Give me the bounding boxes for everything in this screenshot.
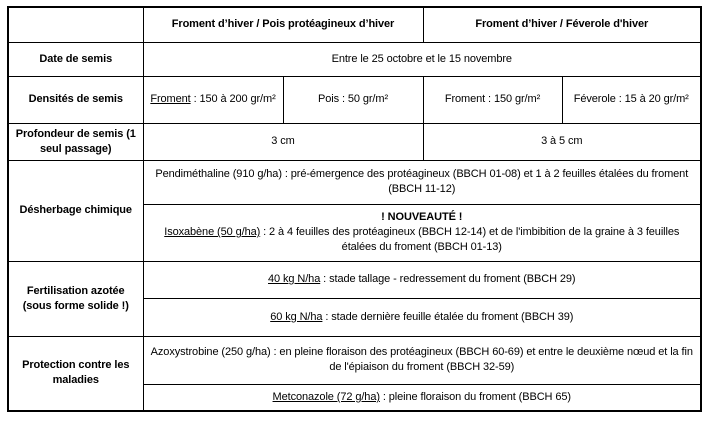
table-row-disease-1: Protection contre les maladies Azoxystro…: [7, 335, 702, 412]
density-cell-pois: Pois : 50 gr/m²: [282, 75, 424, 124]
underlined-lead: 40 kg N/ha: [268, 273, 321, 286]
row-label-depth: Profondeur de semis (1 seul passage): [7, 122, 144, 161]
table-row-weed-2: ! NOUVEAUTÉ ! Isoxabène (50 g/ha) : 2 à …: [8, 203, 702, 262]
table-row-fertilization-2: 60 kg N/ha : stade dernière feuille étal…: [8, 297, 702, 337]
corner-cell: [7, 6, 144, 43]
table-row-weed-1: Désherbage chimique Pendiméthaline (910 …: [7, 159, 702, 262]
underlined-lead: Metconazole (72 g/ha): [272, 390, 380, 403]
fertilization-cell-60kg: 60 kg N/ha : stade dernière feuille étal…: [142, 297, 702, 337]
fertilization-cell-40kg: 40 kg N/ha : stade tallage - redressemen…: [142, 260, 702, 299]
table-row-header: Froment d’hiver / Pois protéagineux d’hi…: [7, 6, 702, 43]
density-cell-froment-feverole: Froment : 150 gr/m²: [422, 75, 563, 124]
cell-text: Azoxystrobine (250 g/ha) : en pleine flo…: [150, 346, 693, 373]
weed-cell-pendimethaline: Pendiméthaline (910 g/ha) : pré-émergenc…: [142, 159, 702, 205]
table-row-fertilization-1: Fertilisation azotée (sous forme solide …: [7, 260, 702, 337]
table-row-density: Densités de semis Froment : 150 à 200 gr…: [7, 75, 702, 124]
column-header-feverole: Froment d’hiver / Féverole d'hiver: [422, 6, 702, 43]
disease-cell-metconazole: Metconazole (72 g/ha) : pleine floraison…: [142, 383, 702, 412]
underlined-lead: Isoxabène (50 g/ha): [164, 226, 261, 239]
depth-cell-feverole: 3 à 5 cm: [422, 122, 702, 161]
weed-cell-isoxabene: ! NOUVEAUTÉ ! Isoxabène (50 g/ha) : 2 à …: [142, 203, 702, 262]
crop-comparison-table: Froment d’hiver / Pois protéagineux d’hi…: [7, 6, 703, 412]
cell-text: : stade dernière feuille étalée du frome…: [322, 310, 574, 323]
depth-cell-pois: 3 cm: [142, 122, 424, 161]
cell-text: : 150 à 200 gr/m²: [190, 93, 276, 106]
novelty-banner: ! NOUVEAUTÉ !: [381, 211, 463, 224]
density-cell-froment-pois: Froment : 150 à 200 gr/m²: [142, 75, 284, 124]
table-row-date: Date de semis Entre le 25 octobre et le …: [7, 41, 702, 77]
cell-text: Froment : 150 gr/m²: [444, 93, 541, 106]
density-cell-feverole: Féverole : 15 à 20 gr/m²: [561, 75, 702, 124]
date-value-cell: Entre le 25 octobre et le 15 novembre: [142, 41, 702, 77]
cell-text-wrap: Isoxabène (50 g/ha) : 2 à 4 feuilles des…: [149, 225, 696, 255]
row-label-density: Densités de semis: [7, 75, 144, 124]
cell-text: Féverole : 15 à 20 gr/m²: [573, 93, 689, 106]
row-label-fertilization: Fertilisation azotée (sous forme solide …: [7, 260, 144, 337]
underlined-lead: Froment: [150, 93, 191, 106]
cell-text: Pois : 50 gr/m²: [317, 93, 389, 106]
table-row-disease-2: Metconazole (72 g/ha) : pleine floraison…: [8, 383, 702, 412]
underlined-lead: 60 kg N/ha: [270, 310, 323, 323]
disease-cell-azoxystrobine: Azoxystrobine (250 g/ha) : en pleine flo…: [142, 335, 702, 385]
column-header-pois: Froment d’hiver / Pois protéagineux d’hi…: [142, 6, 424, 43]
row-label-date: Date de semis: [7, 41, 144, 77]
table-row-depth: Profondeur de semis (1 seul passage) 3 c…: [7, 122, 702, 161]
cell-text: : stade tallage - redressement du fromen…: [320, 273, 576, 286]
cell-text: Pendiméthaline (910 g/ha) : pré-émergenc…: [155, 168, 689, 195]
row-label-disease: Protection contre les maladies: [7, 335, 144, 412]
cell-text: : pleine floraison du froment (BBCH 65): [379, 390, 571, 403]
cell-text: : 2 à 4 feuilles des protéagineux (BBCH …: [260, 226, 680, 253]
row-label-weed: Désherbage chimique: [7, 159, 144, 262]
